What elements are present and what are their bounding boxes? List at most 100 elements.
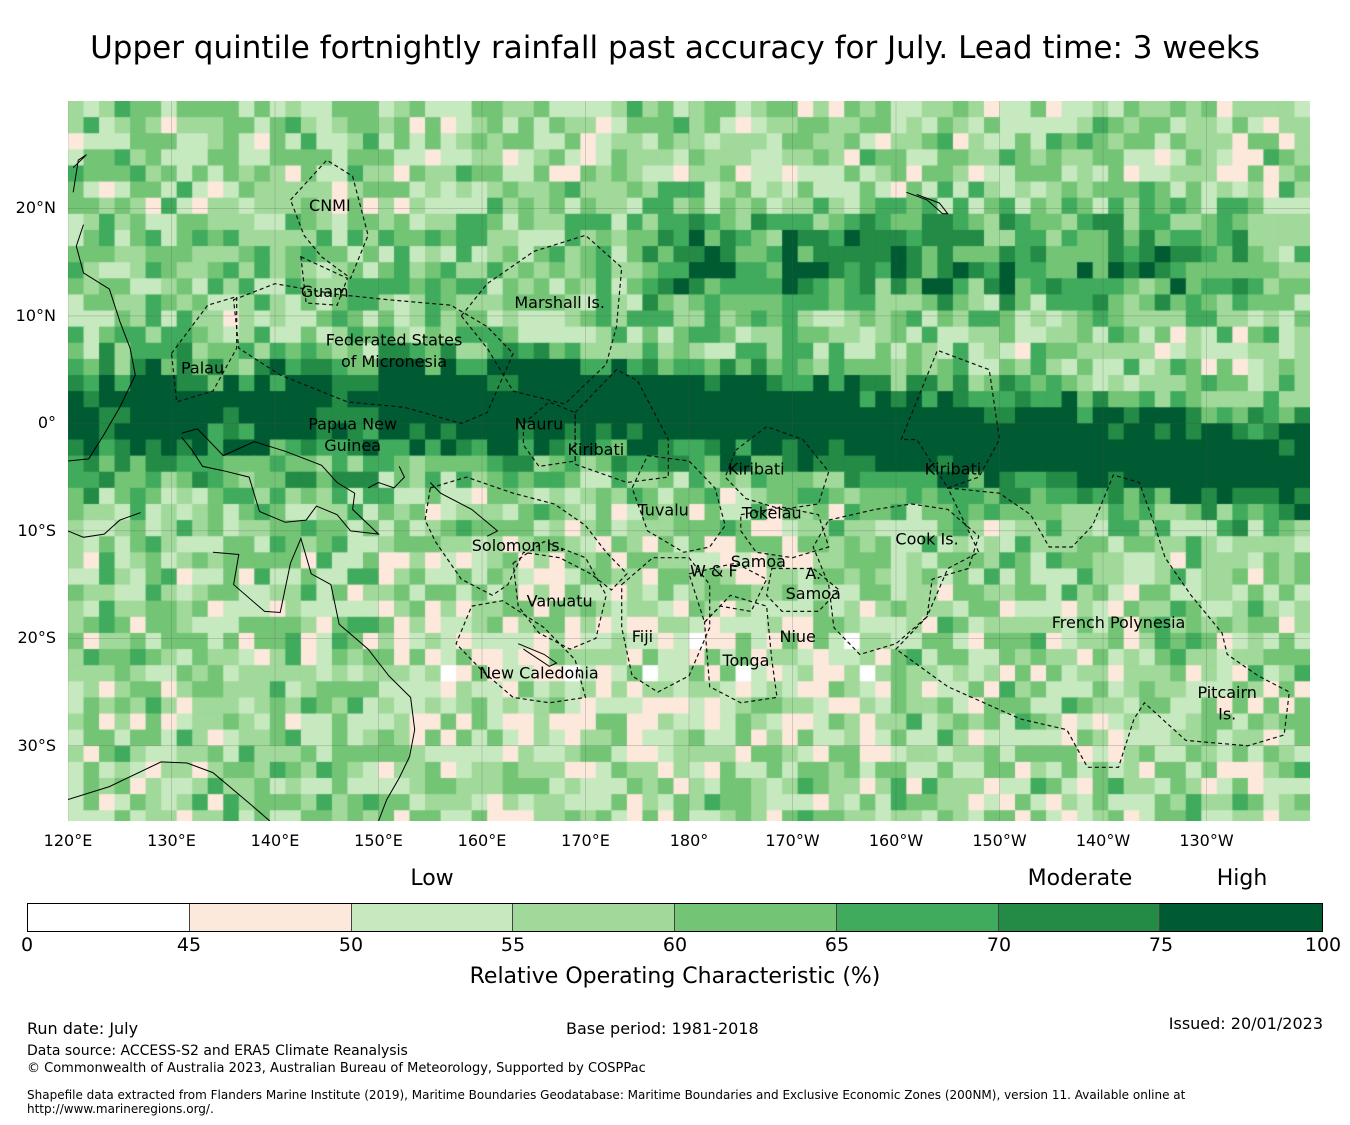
eez-boundary bbox=[232, 283, 514, 425]
run-date: Run date: July bbox=[27, 1019, 139, 1038]
colorbar-segment bbox=[836, 904, 999, 931]
lon-tick-label: 170°E bbox=[561, 831, 610, 850]
coastline bbox=[906, 191, 949, 215]
lon-tick-label: 130°W bbox=[1179, 831, 1234, 850]
region-label: French Polynesia bbox=[1052, 613, 1186, 632]
region-label: New Caledonia bbox=[479, 664, 599, 683]
lon-tick-label: 140°W bbox=[1075, 831, 1131, 850]
colorbar-segment bbox=[189, 904, 352, 931]
region-label: Kiribati bbox=[568, 440, 625, 459]
eez-boundary bbox=[765, 567, 840, 612]
region-label: Marshall Is. bbox=[514, 293, 605, 312]
map-title: Upper quintile fortnightly rainfall past… bbox=[90, 30, 1260, 66]
region-label: Samoa bbox=[731, 552, 786, 571]
data-source: Data source: ACCESS-S2 and ERA5 Climate … bbox=[27, 1043, 408, 1059]
region-label: Pitcairn bbox=[1197, 683, 1257, 702]
colorbar-tick-label: 55 bbox=[500, 934, 526, 956]
region-label: Is. bbox=[1218, 705, 1236, 724]
lon-tick-label: 120°E bbox=[43, 831, 93, 850]
eez-boundary bbox=[170, 295, 238, 403]
eez-boundary bbox=[900, 349, 1001, 489]
coastline bbox=[68, 761, 271, 821]
colorbar-segment bbox=[351, 904, 514, 931]
eez-boundary bbox=[703, 594, 778, 704]
coastline bbox=[518, 643, 558, 667]
coastline bbox=[367, 466, 406, 489]
region-label: W & F bbox=[690, 562, 738, 581]
colorbar-tick-label: 45 bbox=[176, 934, 202, 956]
lat-tick-label: 0° bbox=[37, 413, 56, 433]
region-label: Nauru bbox=[515, 414, 564, 433]
colorbar-tick-label: 50 bbox=[338, 934, 364, 956]
lon-tick-label: 160°E bbox=[457, 831, 507, 850]
region-label: A. bbox=[805, 564, 821, 583]
coastline bbox=[68, 224, 136, 462]
copyright: © Commonwealth of Australia 2023, Austra… bbox=[27, 1061, 646, 1076]
eez-boundary bbox=[424, 476, 628, 596]
lon-tick-label: 170°W bbox=[765, 831, 820, 850]
region-label: Fiji bbox=[632, 627, 653, 646]
colorbar-segment bbox=[28, 904, 190, 931]
colorbar-segment bbox=[998, 904, 1161, 931]
eez-boundary bbox=[724, 425, 830, 511]
region-label: Kiribati bbox=[728, 460, 785, 479]
lat-tick-label: 20°S bbox=[17, 628, 56, 648]
colorbar-tick-label: 100 bbox=[1304, 934, 1342, 956]
lat-tick-label: 10°N bbox=[15, 305, 56, 325]
lon-tick-label: 160°W bbox=[868, 831, 924, 850]
shapefile-credit: Shapefile data extracted from Flanders M… bbox=[27, 1088, 1186, 1116]
rainfall-accuracy-map: CNMI Guam Marshall Is. Federated States of M… bbox=[68, 101, 1310, 821]
region-label: Tonga bbox=[721, 651, 769, 670]
eez-boundary bbox=[455, 600, 587, 704]
eez-boundary bbox=[621, 557, 711, 693]
region-label: Palau bbox=[181, 359, 224, 378]
eez-boundary bbox=[289, 159, 369, 280]
colorbar-tick-label: 0 bbox=[20, 934, 34, 956]
region-label: Tuvalu bbox=[636, 500, 688, 519]
skill-category-label: Low bbox=[410, 866, 454, 891]
lon-tick-label: 150°W bbox=[972, 831, 1027, 850]
skill-category-label: Moderate bbox=[1027, 866, 1133, 891]
coastline bbox=[181, 428, 380, 535]
lat-tick-label: 10°S bbox=[17, 520, 56, 540]
coastline bbox=[212, 536, 416, 821]
colorbar-segment bbox=[1160, 904, 1322, 931]
region-label: of Micronesia bbox=[341, 352, 447, 371]
region-label: Solomon Is. bbox=[472, 536, 565, 555]
region-label: Federated States bbox=[326, 331, 463, 350]
region-label: CNMI bbox=[309, 196, 351, 215]
coastline bbox=[68, 512, 141, 538]
colorbar-tick-label: 70 bbox=[986, 934, 1012, 956]
region-label: Vanuatu bbox=[527, 592, 593, 611]
region-label: Tokelau bbox=[741, 504, 802, 523]
lat-tick-label: 20°N bbox=[15, 198, 56, 218]
eez-boundary bbox=[300, 255, 349, 306]
base-period: Base period: 1981-2018 bbox=[566, 1019, 759, 1038]
lon-tick-label: 150°E bbox=[354, 831, 403, 850]
colorbar-tick-label: 60 bbox=[662, 934, 688, 956]
colorbar-segment bbox=[675, 904, 837, 931]
coastline bbox=[72, 154, 87, 193]
eez-boundary bbox=[574, 368, 669, 484]
lon-tick-label: 130°E bbox=[147, 831, 196, 850]
region-label: Samoa bbox=[786, 584, 841, 603]
issued-date: Issued: 20/01/2023 bbox=[1168, 1014, 1323, 1033]
region-label: Cook Is. bbox=[895, 529, 958, 548]
region-label: Guinea bbox=[324, 436, 381, 455]
region-label: Kiribati bbox=[925, 460, 982, 479]
colorbar-tick-label: 65 bbox=[824, 934, 850, 956]
eez-boundary bbox=[895, 474, 1290, 768]
colorbar-tick-label: 75 bbox=[1148, 934, 1174, 956]
eez-boundary bbox=[460, 234, 623, 405]
map-overlay: CNMI Guam Marshall Is. Federated States of M… bbox=[68, 101, 1310, 821]
skill-category-label: High bbox=[1216, 866, 1268, 891]
colorbar bbox=[27, 903, 1323, 932]
colorbar-segment bbox=[513, 904, 675, 931]
colorbar-title: Relative Operating Characteristic (%) bbox=[469, 964, 881, 989]
lat-tick-label: 30°S bbox=[17, 735, 56, 755]
coastline bbox=[429, 482, 499, 537]
lon-tick-label: 140°E bbox=[250, 831, 300, 850]
eez-boundary bbox=[812, 503, 980, 656]
region-label: Guam bbox=[301, 282, 349, 301]
region-label: Papua New bbox=[308, 414, 397, 433]
